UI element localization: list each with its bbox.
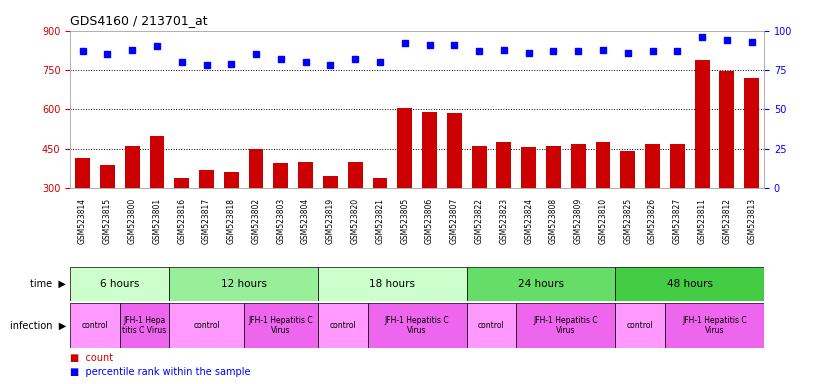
Bar <box>244 303 318 348</box>
Bar <box>120 303 169 348</box>
Text: 6 hours: 6 hours <box>100 279 140 289</box>
Text: control: control <box>330 321 356 330</box>
Bar <box>615 267 764 301</box>
Text: time  ▶: time ▶ <box>31 279 66 289</box>
Text: JFH-1 Hepatitis C
Virus: JFH-1 Hepatitis C Virus <box>249 316 313 335</box>
Bar <box>719 71 734 267</box>
Bar <box>298 162 313 267</box>
Bar <box>665 303 764 348</box>
Text: JFH-1 Hepatitis C
Virus: JFH-1 Hepatitis C Virus <box>534 316 598 335</box>
Bar <box>169 303 244 348</box>
Text: infection  ▶: infection ▶ <box>10 320 66 331</box>
Text: JFH-1 Hepatitis C
Virus: JFH-1 Hepatitis C Virus <box>385 316 449 335</box>
Text: control: control <box>193 321 220 330</box>
Bar <box>620 151 635 267</box>
Bar <box>744 78 759 267</box>
Bar <box>596 142 610 267</box>
Bar <box>670 144 685 267</box>
Text: GDS4160 / 213701_at: GDS4160 / 213701_at <box>70 14 208 27</box>
Bar <box>467 303 516 348</box>
Bar <box>422 112 437 267</box>
Bar <box>467 267 615 301</box>
Bar <box>368 303 467 348</box>
Bar <box>645 144 660 267</box>
Bar <box>249 149 263 267</box>
Bar <box>70 303 120 348</box>
Text: control: control <box>627 321 653 330</box>
Bar <box>571 144 586 267</box>
Text: JFH-1 Hepatitis C
Virus: JFH-1 Hepatitis C Virus <box>682 316 747 335</box>
Text: control: control <box>478 321 505 330</box>
Bar <box>472 146 487 267</box>
Bar <box>397 108 412 267</box>
Text: ■  count: ■ count <box>70 353 113 363</box>
Text: 18 hours: 18 hours <box>369 279 415 289</box>
Text: ■  percentile rank within the sample: ■ percentile rank within the sample <box>70 367 251 377</box>
Bar <box>199 170 214 267</box>
Bar <box>150 136 164 267</box>
Bar <box>323 176 338 267</box>
Bar <box>169 267 318 301</box>
Bar <box>125 146 140 267</box>
Bar <box>447 113 462 267</box>
Text: 12 hours: 12 hours <box>221 279 267 289</box>
Bar <box>273 163 288 267</box>
Bar <box>348 162 363 267</box>
Bar <box>615 303 665 348</box>
Bar <box>695 60 710 267</box>
Bar <box>373 178 387 267</box>
Text: JFH-1 Hepa
titis C Virus: JFH-1 Hepa titis C Virus <box>122 316 167 335</box>
Bar <box>318 267 467 301</box>
Bar <box>516 303 615 348</box>
Bar <box>496 142 511 267</box>
Bar <box>546 146 561 267</box>
Bar <box>100 164 115 267</box>
Bar <box>75 158 90 267</box>
Bar <box>521 147 536 267</box>
Bar <box>174 178 189 267</box>
Text: control: control <box>82 321 108 330</box>
Bar <box>318 303 368 348</box>
Text: 24 hours: 24 hours <box>518 279 564 289</box>
Bar <box>70 267 169 301</box>
Bar <box>224 172 239 267</box>
Text: 48 hours: 48 hours <box>667 279 713 289</box>
